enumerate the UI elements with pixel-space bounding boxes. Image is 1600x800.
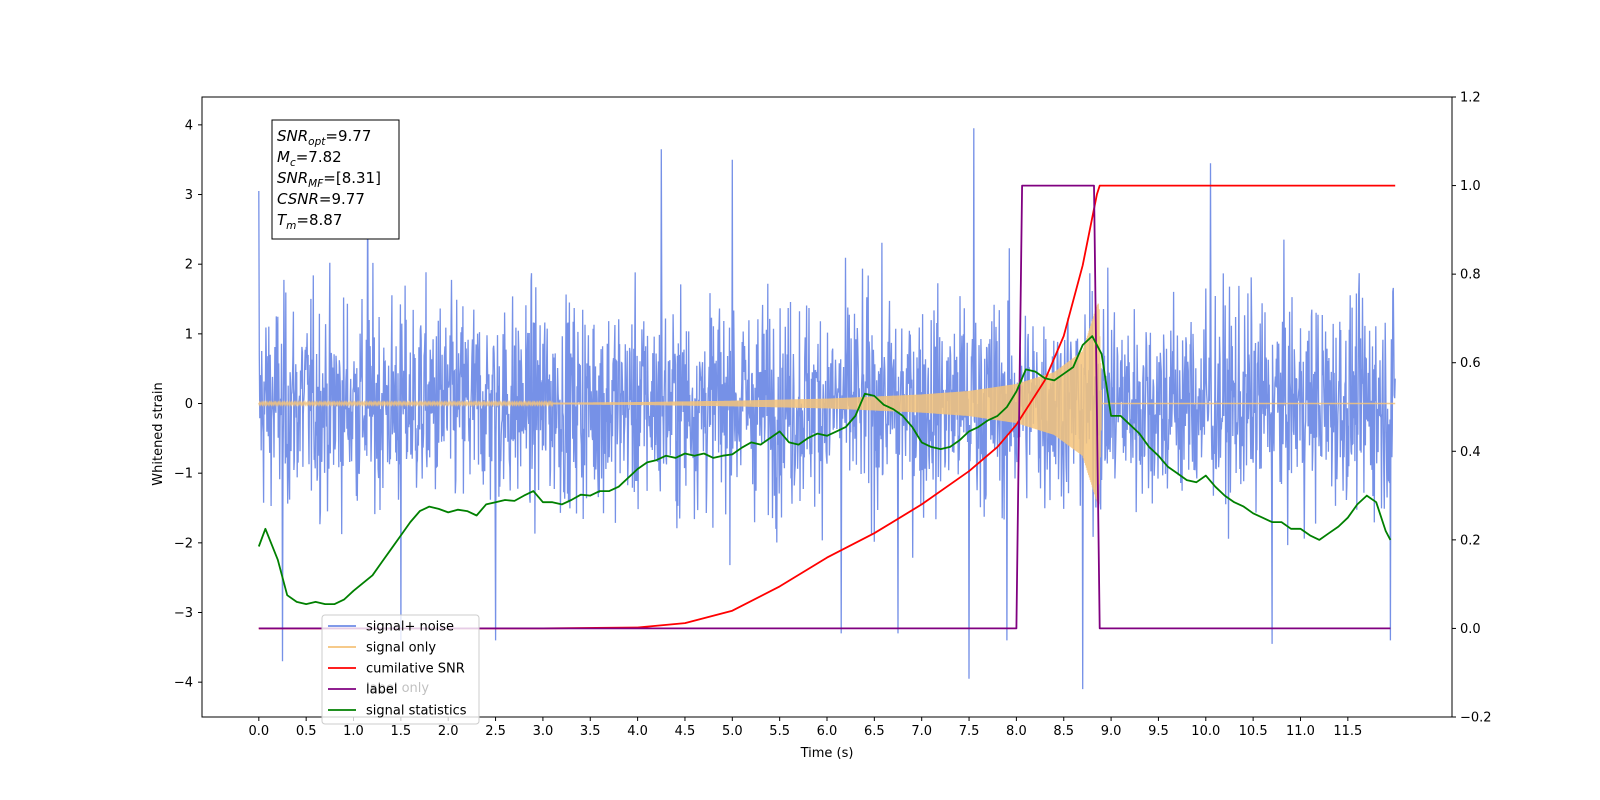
y-tick-label: −1	[174, 467, 193, 482]
series-signal-noise	[258, 128, 1396, 690]
series-cumulative-snr	[258, 184, 1396, 630]
x-axis: 0.0 0.5 1.0 1.5 2.0 2.5 3.0 3.5 4.0 4.5 5.0 5.5 6.0 6…	[248, 717, 1362, 739]
y2-tick-label: 0.6	[1460, 356, 1481, 371]
x-tick-label: 9.5	[1148, 724, 1169, 739]
x-tick-label: 4.5	[675, 724, 696, 739]
x-tick-label: 6.5	[864, 724, 885, 739]
y-tick-label: 1	[185, 327, 193, 342]
series-layer	[257, 128, 1396, 690]
x-tick-label: 9.0	[1101, 724, 1122, 739]
legend-ghost-label: label only	[366, 681, 429, 696]
y2-tick-label: 0.4	[1460, 445, 1481, 460]
series-signal-statistics	[257, 335, 1392, 605]
series-label	[258, 184, 1391, 630]
info-line: SNRopt=9.77	[277, 127, 371, 148]
y-tick-label: −2	[174, 536, 193, 551]
y-tick-label: −3	[174, 606, 193, 621]
series-signal-only	[258, 303, 1396, 505]
y-tick-label: 3	[185, 188, 193, 203]
y2-tick-label: 1.0	[1460, 179, 1481, 194]
x-tick-label: 1.5	[391, 724, 412, 739]
legend-label: signal+ noise	[366, 620, 454, 635]
info-line: CSNR=9.77	[277, 190, 365, 208]
y-tick-label: 4	[185, 118, 193, 133]
legend-label: label	[366, 683, 397, 698]
x-tick-label: 6.0	[817, 724, 838, 739]
x-tick-label: 10.0	[1191, 724, 1220, 739]
x-tick-label: 7.5	[959, 724, 980, 739]
y-tick-label: 0	[185, 397, 193, 412]
x-tick-label: 7.0	[911, 724, 932, 739]
y2-tick-label: 0.8	[1460, 268, 1481, 283]
y-tick-label: 2	[185, 258, 193, 273]
x-tick-label: 3.0	[533, 724, 554, 739]
y-tick-label: −4	[174, 676, 193, 691]
y-axis-right: 1.2 1.0 0.8 0.6 0.4 0.2 0.0 −0.2	[1452, 91, 1492, 726]
x-tick-label: 2.0	[438, 724, 459, 739]
x-tick-label: 3.5	[580, 724, 601, 739]
info-line: Tm=8.87	[277, 211, 342, 232]
y-axis-title: Whitened strain	[151, 382, 166, 485]
x-tick-label: 2.5	[485, 724, 506, 739]
x-axis-title: Time (s)	[800, 746, 854, 761]
legend-label: signal statistics	[366, 704, 467, 719]
x-tick-label: 5.0	[722, 724, 743, 739]
x-tick-label: 11.5	[1333, 724, 1362, 739]
x-tick-label: 8.5	[1053, 724, 1074, 739]
x-tick-label: 0.0	[248, 724, 269, 739]
x-tick-label: 11.0	[1286, 724, 1315, 739]
y2-tick-label: 0.0	[1460, 622, 1481, 637]
y2-tick-label: 1.2	[1460, 91, 1481, 106]
x-tick-label: 10.5	[1239, 724, 1268, 739]
legend-frame	[321, 614, 480, 725]
legend-label: signal only	[366, 641, 436, 656]
info-line: SNRMF=[8.31]	[277, 169, 381, 190]
info-line: Mc=7.82	[277, 148, 342, 169]
info-box-frame	[271, 119, 400, 240]
x-tick-label: 0.5	[296, 724, 317, 739]
legend: label only signal+ noise signal only cumila…	[321, 614, 480, 725]
y-axis-left: 4 3 2 1 0 −1 −2 −3 −4	[174, 118, 202, 691]
y2-tick-label: 0.2	[1460, 533, 1481, 548]
y2-tick-label: −0.2	[1460, 711, 1492, 726]
x-tick-label: 5.5	[769, 724, 790, 739]
x-tick-label: 4.0	[627, 724, 648, 739]
x-tick-label: 1.0	[343, 724, 364, 739]
legend-label: cumilative SNR	[366, 662, 465, 677]
x-tick-label: 8.0	[1006, 724, 1027, 739]
